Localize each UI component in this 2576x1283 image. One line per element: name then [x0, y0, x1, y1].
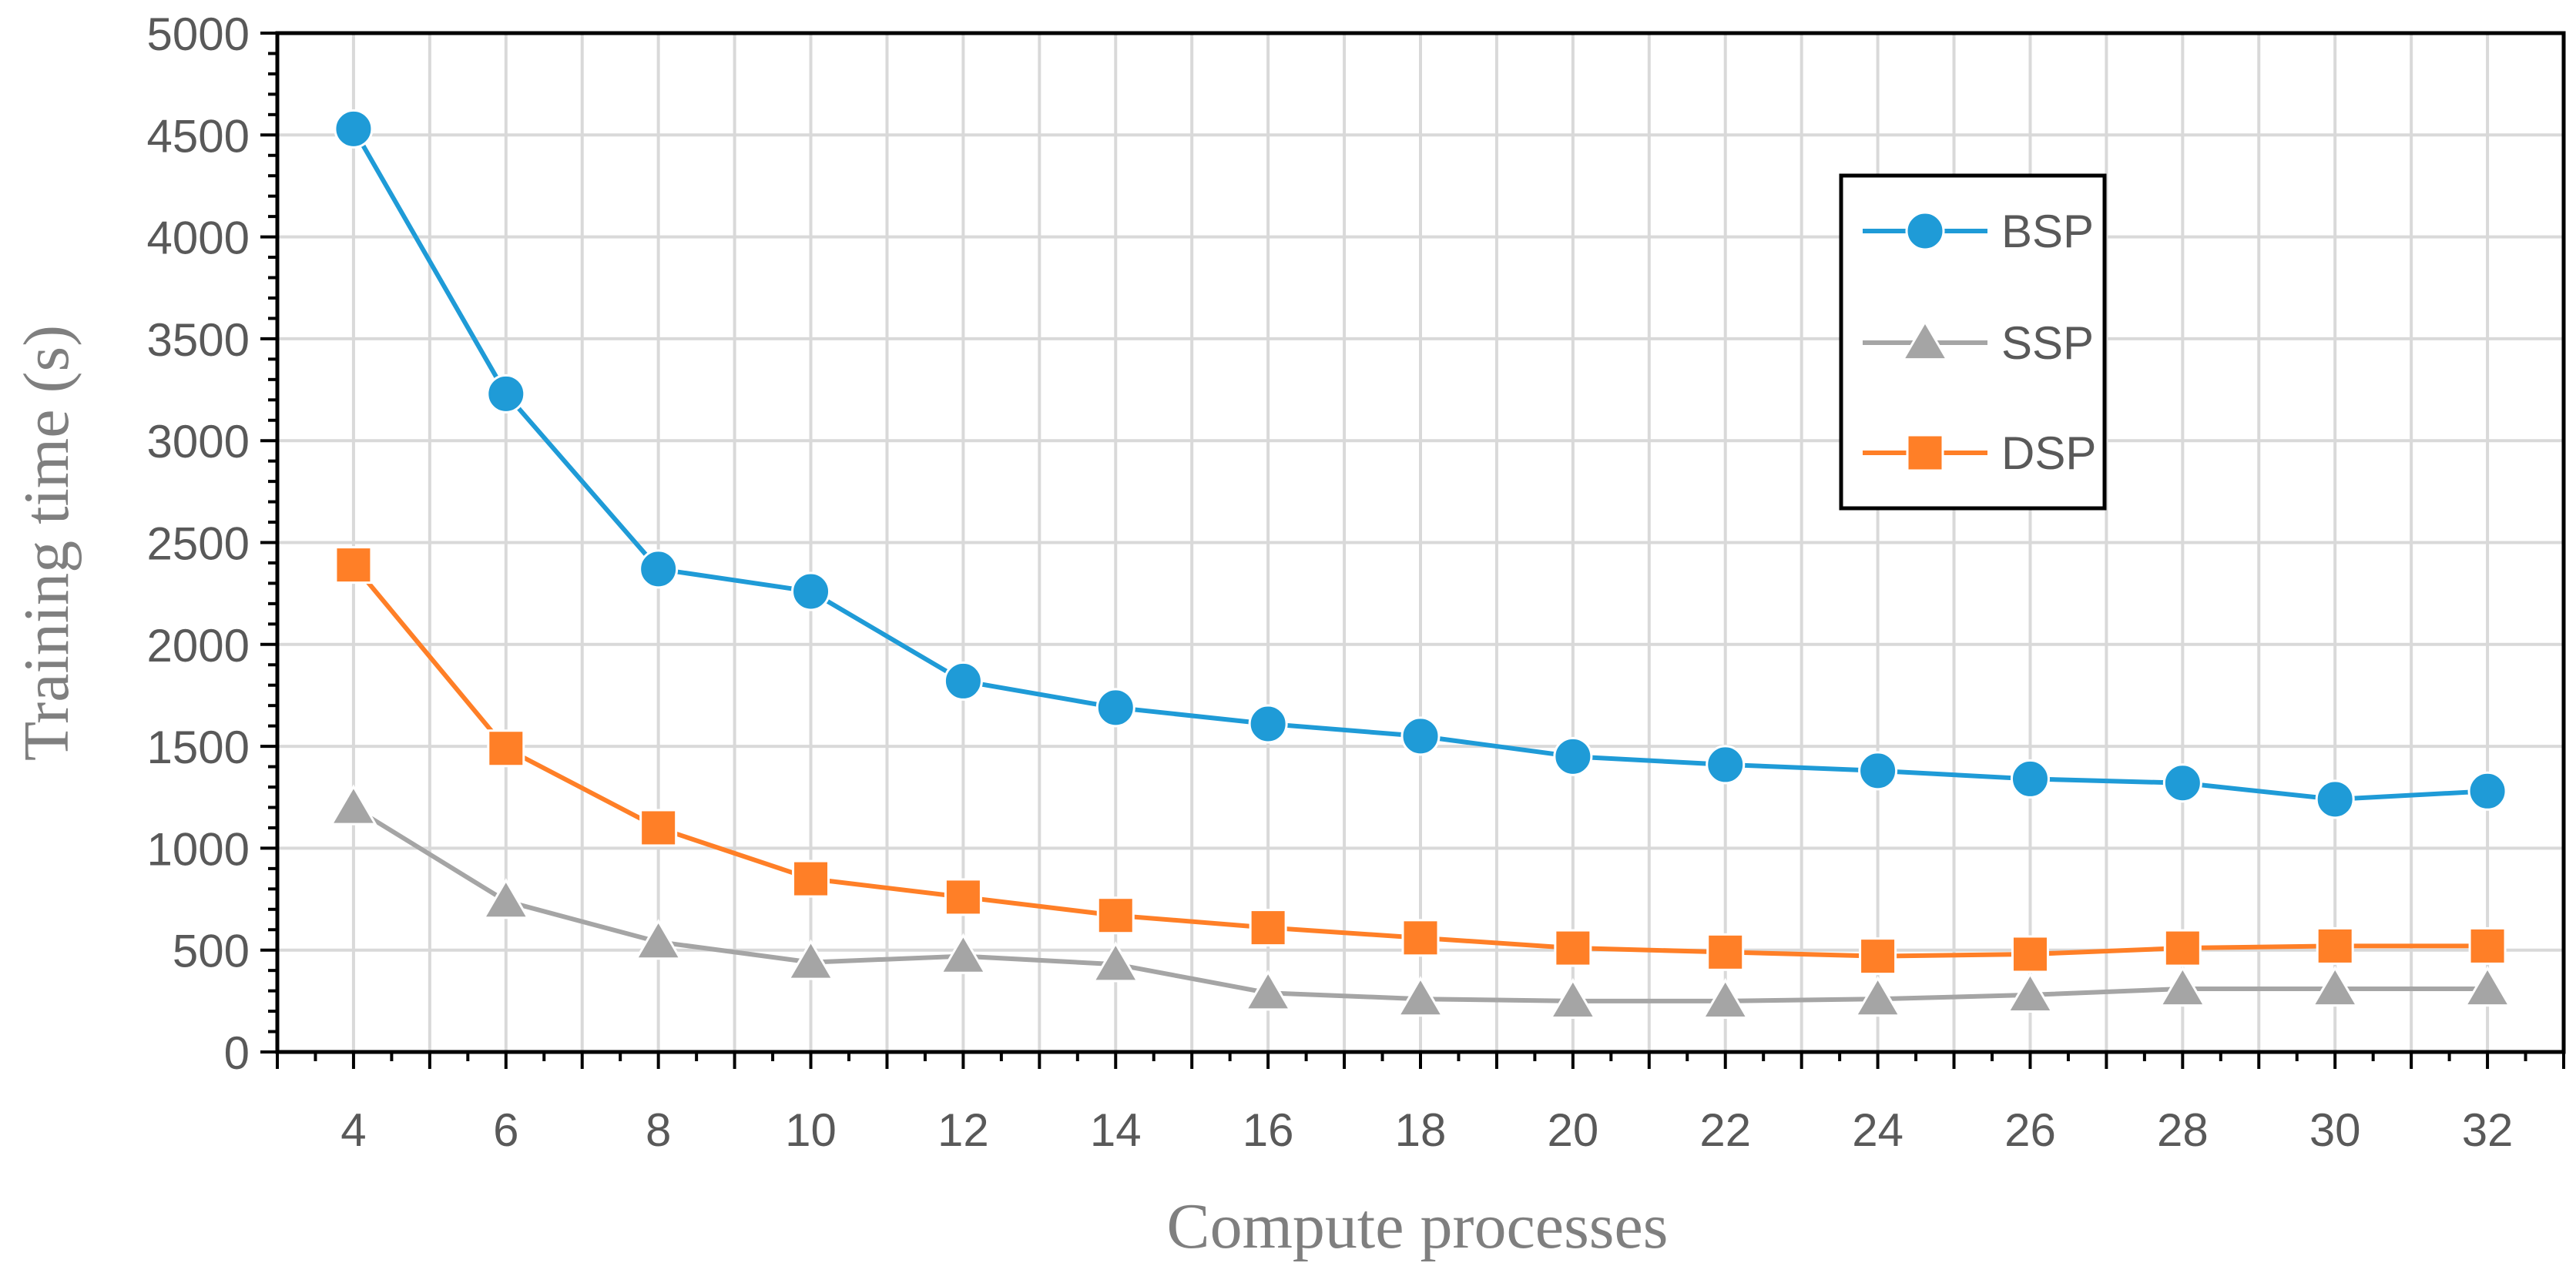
series-lines — [329, 109, 2512, 1019]
data-point-dsp — [1249, 909, 1287, 947]
x-tick-label: 6 — [493, 1104, 518, 1156]
x-tick-label: 32 — [2462, 1104, 2514, 1156]
x-tick-label: 10 — [785, 1104, 837, 1156]
y-tick-label: 1000 — [147, 823, 250, 875]
x-axis-title: Compute processes — [1167, 1191, 1669, 1262]
x-tick-label: 18 — [1395, 1104, 1447, 1156]
data-point-bsp — [1248, 704, 1288, 744]
data-point-dsp — [487, 729, 525, 768]
y-tick-label: 3500 — [147, 314, 250, 366]
data-point-dsp — [944, 878, 982, 916]
x-tick-label: 30 — [2309, 1104, 2361, 1156]
y-tick-label: 2000 — [147, 620, 250, 672]
y-tick-label: 4500 — [147, 110, 250, 162]
y-axis-title: Training time (s) — [11, 325, 82, 761]
data-point-bsp — [2315, 779, 2355, 819]
data-point-bsp — [791, 571, 831, 611]
data-point-ssp — [1853, 976, 1902, 1017]
data-point-ssp — [329, 784, 377, 826]
x-tick-label: 28 — [2157, 1104, 2209, 1156]
legend-label: SSP — [2001, 317, 2094, 369]
y-tick-label: 0 — [224, 1027, 250, 1079]
data-point-ssp — [1701, 977, 1749, 1019]
legend-label: DSP — [2001, 427, 2096, 479]
data-point-bsp — [2010, 759, 2050, 799]
y-tick-label: 4000 — [147, 213, 250, 264]
data-point-ssp — [1092, 941, 1140, 983]
x-tick-label: 12 — [937, 1104, 989, 1156]
data-point-bsp — [1858, 751, 1898, 791]
data-point-dsp — [1554, 929, 1592, 967]
series-dsp — [334, 546, 2507, 976]
data-point-ssp — [1397, 976, 1444, 1017]
y-tick-label: 5000 — [147, 8, 250, 60]
legend-item-ssp: SSP — [1863, 317, 2094, 369]
x-tick-label: 26 — [2004, 1104, 2056, 1156]
data-point-ssp — [1548, 977, 1597, 1019]
series-bsp — [334, 109, 2507, 819]
legend: BSP SSP DSP — [1839, 173, 2107, 511]
series-ssp — [329, 784, 2512, 1019]
y-tick-label: 2500 — [147, 518, 250, 570]
data-point-dsp — [1859, 937, 1897, 976]
tick-labels: 0 500 1000 1500 2000 2500 3000 3500 4000 4500 5000… — [147, 8, 2514, 1156]
data-point-ssp — [634, 919, 683, 960]
data-point-dsp — [1706, 933, 1745, 971]
x-tick-label: 16 — [1243, 1104, 1294, 1156]
data-point-dsp — [334, 546, 373, 585]
y-tick-label: 3000 — [147, 416, 250, 467]
data-point-ssp — [787, 939, 835, 980]
data-point-dsp — [792, 859, 830, 898]
x-tick-label: 20 — [1547, 1104, 1598, 1156]
legend-item-bsp: BSP — [1863, 206, 2094, 257]
legend-item-dsp: DSP — [1863, 427, 2096, 479]
data-point-ssp — [2158, 965, 2207, 1007]
y-tick-label: 500 — [173, 926, 250, 977]
legend-marker-ssp — [1901, 320, 1949, 361]
data-point-dsp — [2316, 926, 2354, 965]
data-point-bsp — [1553, 736, 1593, 776]
y-tick-label: 1500 — [147, 722, 250, 773]
legend-label: BSP — [2001, 206, 2094, 257]
data-point-ssp — [481, 878, 530, 920]
data-point-ssp — [1244, 970, 1293, 1011]
data-point-ssp — [939, 933, 988, 974]
data-point-bsp — [2162, 763, 2202, 803]
data-point-bsp — [1400, 716, 1441, 756]
data-point-dsp — [639, 809, 678, 847]
data-point-bsp — [486, 374, 526, 414]
data-point-ssp — [2311, 965, 2360, 1007]
grid — [277, 32, 2564, 1052]
x-tick-label: 22 — [1699, 1104, 1751, 1156]
data-point-bsp — [334, 109, 374, 149]
x-tick-label: 24 — [1852, 1104, 1903, 1156]
legend-marker-bsp — [1905, 211, 1945, 251]
x-tick-label: 14 — [1090, 1104, 1142, 1156]
data-point-bsp — [1095, 688, 1135, 728]
data-point-bsp — [943, 661, 983, 701]
data-point-ssp — [2006, 971, 2054, 1013]
data-point-dsp — [2468, 926, 2507, 965]
data-point-dsp — [1401, 919, 1440, 957]
data-point-dsp — [2011, 935, 2049, 973]
axes — [260, 31, 2566, 1069]
data-point-bsp — [639, 549, 679, 589]
data-point-ssp — [2464, 965, 2512, 1007]
legend-marker-dsp — [1906, 434, 1944, 472]
x-tick-label: 4 — [340, 1104, 366, 1156]
data-point-dsp — [2163, 929, 2202, 967]
x-tick-label: 8 — [646, 1104, 671, 1156]
data-point-bsp — [2467, 771, 2507, 811]
data-point-dsp — [1096, 896, 1135, 935]
data-point-bsp — [1706, 745, 1746, 785]
